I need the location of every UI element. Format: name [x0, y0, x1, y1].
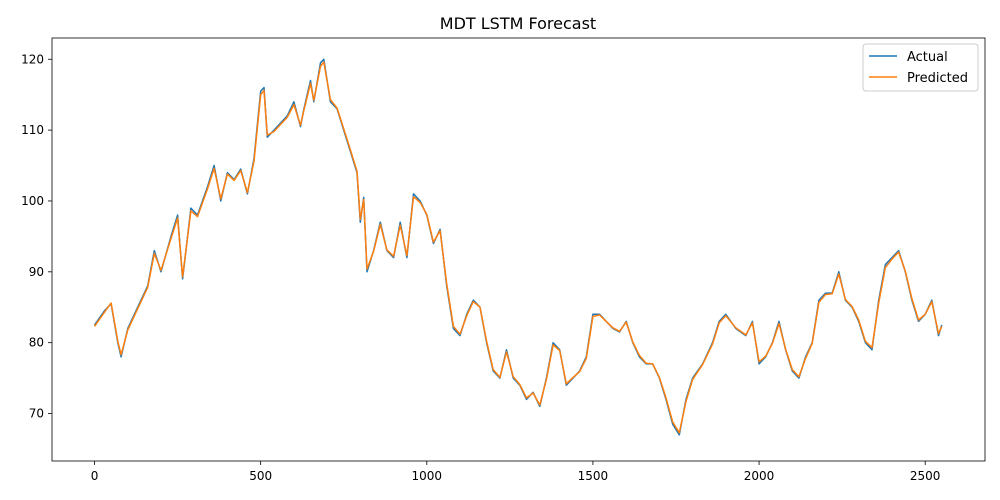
x-tick-label: 0 — [91, 469, 99, 483]
x-tick-label: 1500 — [578, 469, 609, 483]
y-tick-label: 110 — [21, 123, 44, 137]
legend-label-predicted: Predicted — [907, 71, 968, 86]
series-line-actual — [93, 58, 943, 436]
y-tick-label: 120 — [21, 52, 44, 66]
x-tick-label: 2500 — [910, 469, 941, 483]
legend-label-actual: Actual — [907, 50, 948, 65]
x-tick-label: 2000 — [744, 469, 775, 483]
legend: Actual Predicted — [862, 43, 979, 92]
y-tick-label: 90 — [29, 265, 44, 279]
chart-title: MDT LSTM Forecast — [440, 14, 596, 33]
y-tick-label: 100 — [21, 194, 44, 208]
y-tick-label: 70 — [29, 407, 44, 421]
plot-frame — [51, 37, 986, 462]
x-tick-label: 1000 — [412, 469, 443, 483]
series-line-predicted — [93, 61, 943, 434]
axes: 0 500 1000 1500 2000 2500 70 80 90 100 110 120 — [21, 37, 986, 483]
plot-area — [93, 58, 943, 436]
x-tick-label: 500 — [249, 469, 272, 483]
y-tick-label: 80 — [29, 336, 44, 350]
